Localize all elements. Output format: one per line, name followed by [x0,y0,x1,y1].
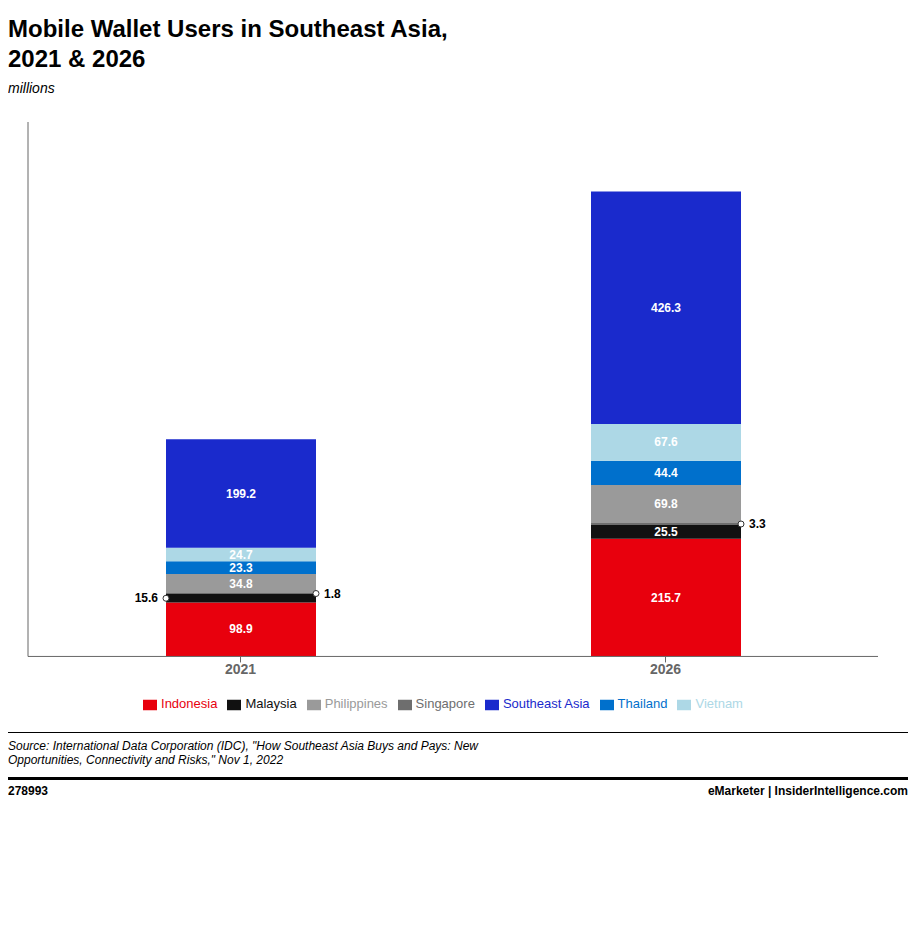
html-text:Philippines: Philippines [324,696,388,712]
html-text:Mobile Wallet Users in Southea: Mobile Wallet Users in Southeast Asia, 2… [8,15,448,72]
html-text:278993: 278993 [8,784,48,798]
html-text:Source: International Data Cor: Source: International Data Corporation (… [8,739,478,767]
html-text:Vietnam: Vietnam [695,696,743,712]
svg-text:2021: 2021 [225,661,256,677]
svg-text:25.5: 25.5 [654,525,678,539]
svg-text:1.8: 1.8 [324,587,341,601]
svg-text:98.9: 98.9 [229,622,253,636]
html-text:eMarketer | InsiderIntelligenc: eMarketer | InsiderIntelligence.com [707,784,908,798]
svg-text:2026: 2026 [650,661,681,677]
svg-text:215.7: 215.7 [651,591,681,605]
html-text:millions: millions [8,80,55,96]
svg-text:44.4: 44.4 [654,466,678,480]
svg-text:24.7: 24.7 [229,548,253,562]
svg-text:34.8: 34.8 [229,577,253,591]
svg-text:3.3: 3.3 [749,517,766,531]
svg-text:426.3: 426.3 [651,301,681,315]
html-text:Singapore: Singapore [415,696,475,712]
html-text:Malaysia: Malaysia [245,696,297,712]
svg-text:69.8: 69.8 [654,497,678,511]
svg-text:23.3: 23.3 [229,561,253,575]
html-text:Southeast Asia: Southeast Asia [502,696,590,712]
svg-text:67.6: 67.6 [654,435,678,449]
svg-text:15.6: 15.6 [135,591,159,605]
svg-text:199.2: 199.2 [226,487,256,501]
html-text:Indonesia: Indonesia [161,696,218,712]
html-text:Thailand: Thailand [617,696,668,712]
